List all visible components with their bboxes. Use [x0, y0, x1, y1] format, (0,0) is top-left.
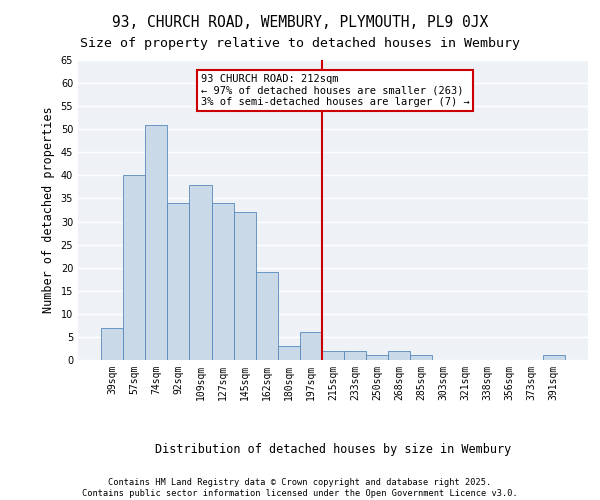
- Text: 93 CHURCH ROAD: 212sqm
← 97% of detached houses are smaller (263)
3% of semi-det: 93 CHURCH ROAD: 212sqm ← 97% of detached…: [200, 74, 469, 107]
- Bar: [212, 203, 233, 360]
- Text: 93, CHURCH ROAD, WEMBURY, PLYMOUTH, PL9 0JX: 93, CHURCH ROAD, WEMBURY, PLYMOUTH, PL9 …: [112, 15, 488, 30]
- Bar: [344, 351, 366, 360]
- Text: Size of property relative to detached houses in Wembury: Size of property relative to detached ho…: [80, 38, 520, 51]
- Bar: [366, 356, 388, 360]
- Bar: [145, 124, 167, 360]
- Bar: [410, 356, 433, 360]
- Bar: [543, 356, 565, 360]
- Bar: [256, 272, 278, 360]
- Bar: [123, 176, 145, 360]
- Bar: [167, 203, 190, 360]
- Bar: [300, 332, 322, 360]
- Bar: [322, 351, 344, 360]
- Bar: [278, 346, 300, 360]
- Bar: [233, 212, 256, 360]
- Y-axis label: Number of detached properties: Number of detached properties: [42, 106, 55, 314]
- Bar: [190, 184, 212, 360]
- Bar: [388, 351, 410, 360]
- Text: Contains HM Land Registry data © Crown copyright and database right 2025.
Contai: Contains HM Land Registry data © Crown c…: [82, 478, 518, 498]
- Bar: [101, 328, 123, 360]
- Text: Distribution of detached houses by size in Wembury: Distribution of detached houses by size …: [155, 442, 511, 456]
